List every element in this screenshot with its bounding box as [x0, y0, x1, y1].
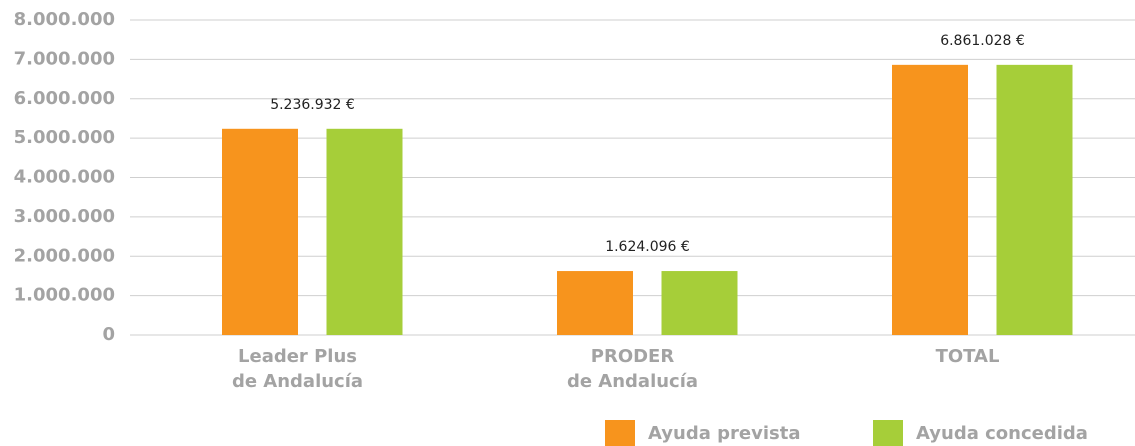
value-label: 6.861.028 € [940, 33, 1025, 49]
y-tick-label: 0 [102, 324, 115, 345]
x-tick-label: de Andalucía [567, 371, 698, 392]
y-tick-label: 3.000.000 [14, 206, 115, 227]
value-label: 5.236.932 € [270, 97, 355, 113]
value-label: 1.624.096 € [605, 239, 690, 255]
bar [557, 271, 633, 335]
legend-label: Ayuda concedida [916, 423, 1088, 444]
bar [222, 128, 298, 335]
legend-swatch [873, 420, 903, 446]
legend-swatch [605, 420, 635, 446]
x-tick-label: Leader Plus [238, 346, 357, 367]
y-tick-label: 8.000.000 [14, 9, 115, 30]
x-tick-label: de Andalucía [232, 371, 363, 392]
x-tick-label: TOTAL [936, 346, 1000, 367]
bar [892, 64, 968, 336]
y-tick-label: 2.000.000 [14, 245, 115, 266]
x-tick-label: PRODER [591, 346, 675, 367]
y-tick-label: 4.000.000 [14, 167, 115, 188]
bar [326, 128, 403, 335]
bar [996, 64, 1073, 336]
y-tick-label: 6.000.000 [14, 88, 115, 109]
y-tick-label: 5.000.000 [14, 127, 115, 148]
y-tick-label: 1.000.000 [14, 285, 115, 306]
bar [661, 271, 738, 335]
legend-label: Ayuda prevista [648, 423, 800, 444]
y-tick-label: 7.000.000 [14, 48, 115, 69]
